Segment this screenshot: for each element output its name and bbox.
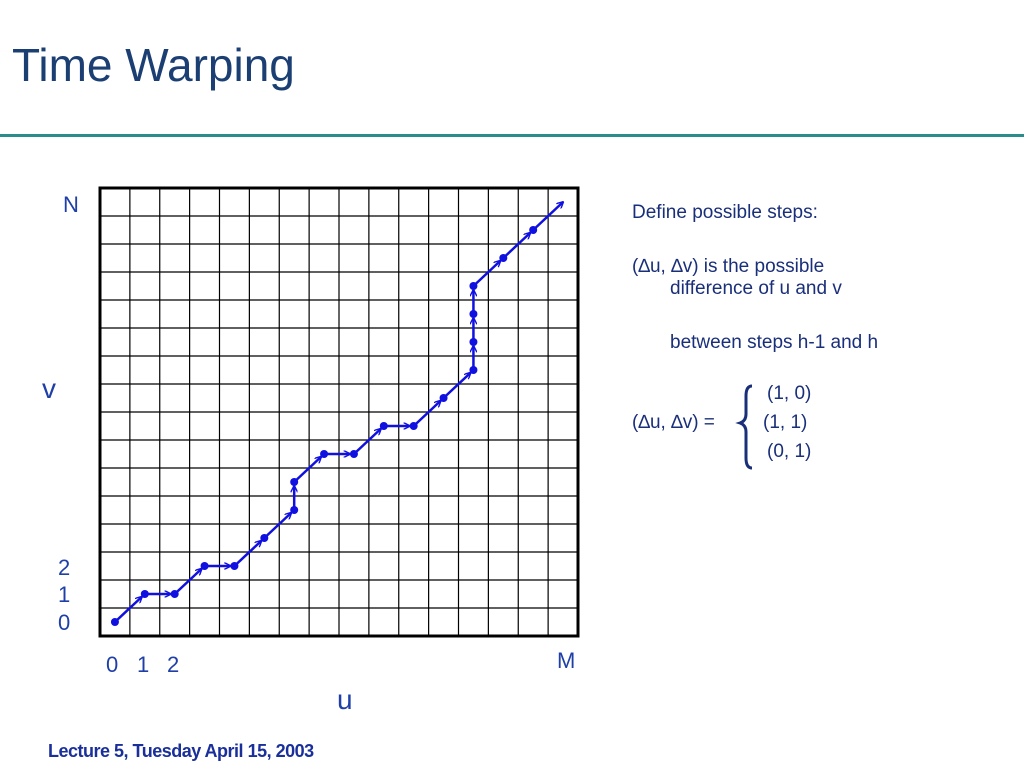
v-tick: 2 bbox=[58, 555, 71, 580]
path-point bbox=[499, 254, 508, 262]
path-step bbox=[233, 541, 261, 567]
path-point bbox=[469, 338, 478, 346]
path-point bbox=[469, 282, 478, 290]
path-point bbox=[469, 366, 478, 374]
grid-border bbox=[98, 186, 580, 638]
path-step bbox=[472, 261, 500, 287]
v-tick: 0 bbox=[58, 610, 71, 635]
path-point bbox=[409, 422, 418, 430]
path-point bbox=[170, 590, 179, 598]
u-tick: 2 bbox=[167, 652, 180, 677]
path-point bbox=[110, 618, 119, 626]
u-tick: 0 bbox=[106, 652, 119, 677]
path-point bbox=[469, 310, 478, 318]
path-point bbox=[290, 506, 299, 514]
v-tick: 1 bbox=[58, 582, 71, 607]
path-step bbox=[173, 569, 202, 595]
definition-line: difference of u and v bbox=[670, 278, 842, 299]
path-step bbox=[353, 429, 381, 455]
footer: Lecture 5, Tuesday April 15, 2003 bbox=[48, 741, 314, 761]
definition-line: (∆u, ∆v) is the possible bbox=[632, 256, 825, 277]
title-rule bbox=[0, 134, 1024, 137]
step: (1, 1) bbox=[763, 412, 808, 433]
v-axis-top: N bbox=[63, 192, 79, 217]
condition: between steps h-1 and h bbox=[670, 332, 879, 353]
brace bbox=[735, 384, 753, 470]
step: (0, 1) bbox=[767, 441, 812, 462]
path-point bbox=[349, 450, 358, 458]
path-point bbox=[230, 562, 239, 570]
path-point bbox=[529, 226, 538, 234]
v-axis-label: v bbox=[42, 373, 56, 404]
path-step bbox=[532, 202, 563, 231]
steps-label: (∆u, ∆v) = bbox=[632, 412, 715, 433]
path-step bbox=[442, 373, 471, 399]
path-point bbox=[379, 422, 388, 430]
u-axis-label: u bbox=[337, 684, 353, 715]
path-step bbox=[114, 597, 142, 623]
path-step bbox=[502, 233, 530, 259]
path-point bbox=[200, 562, 209, 570]
path-point bbox=[140, 590, 149, 598]
title: Time Warping bbox=[12, 39, 295, 91]
path-point bbox=[439, 394, 448, 402]
intro: Define possible steps: bbox=[632, 202, 818, 223]
path-point bbox=[320, 450, 329, 458]
path-step bbox=[412, 401, 441, 427]
path-step bbox=[263, 513, 291, 539]
path-point bbox=[290, 478, 299, 486]
path-point bbox=[260, 534, 269, 542]
path-step bbox=[293, 457, 321, 483]
u-tick: 1 bbox=[137, 652, 150, 677]
u-axis-end: M bbox=[557, 648, 576, 673]
step: (1, 0) bbox=[767, 383, 812, 404]
